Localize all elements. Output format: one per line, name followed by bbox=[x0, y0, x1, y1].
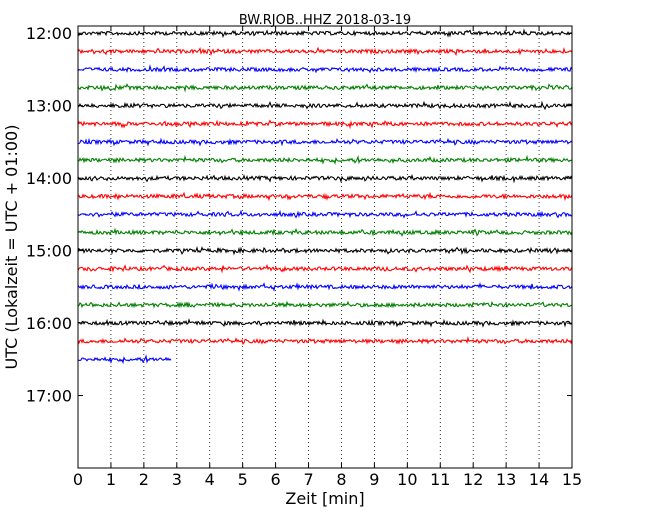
x-tick-label: 0 bbox=[73, 470, 83, 489]
seismogram-trace bbox=[77, 173, 573, 184]
seismogram-trace bbox=[77, 245, 573, 256]
x-tick-label: 15 bbox=[562, 470, 582, 489]
seismogram-trace bbox=[77, 46, 573, 57]
seismogram-trace bbox=[77, 227, 573, 237]
seismogram-trace bbox=[77, 300, 573, 309]
chart-title: BW.RJOB..HHZ 2018-03-19 bbox=[239, 13, 411, 28]
x-tick-label: 3 bbox=[172, 470, 182, 489]
x-tick-label: 4 bbox=[205, 470, 215, 489]
seismogram-trace bbox=[77, 154, 573, 165]
seismogram-trace bbox=[77, 209, 573, 219]
tick-layer: 0 1 2 3 4 5 6 7 8 9 10 11 12 13 14 1512:0013:0014:0015:… bbox=[26, 24, 582, 489]
y-tick-label: 15:00 bbox=[26, 242, 72, 261]
x-tick-label: 8 bbox=[336, 470, 346, 489]
seismogram-trace bbox=[77, 191, 573, 202]
grid-layer bbox=[110, 26, 540, 468]
seismogram-trace bbox=[77, 354, 172, 365]
y-tick-label: 14:00 bbox=[26, 169, 72, 188]
y-tick-label: 12:00 bbox=[26, 24, 72, 43]
seismogram-trace bbox=[77, 282, 573, 292]
x-tick-label: 2 bbox=[139, 470, 149, 489]
x-tick-label: 9 bbox=[369, 470, 379, 489]
x-tick-label: 10 bbox=[397, 470, 417, 489]
x-tick-label: 14 bbox=[529, 470, 549, 489]
seismogram-trace bbox=[77, 336, 573, 346]
x-tick-label: 7 bbox=[303, 470, 313, 489]
seismogram-trace bbox=[77, 119, 573, 130]
seismogram-trace bbox=[77, 318, 573, 328]
x-tick-label: 11 bbox=[430, 470, 450, 489]
seismogram-trace bbox=[77, 137, 573, 147]
seismogram-trace bbox=[77, 83, 573, 93]
x-tick-label: 12 bbox=[463, 470, 483, 489]
x-tick-label: 5 bbox=[238, 470, 248, 489]
x-tick-label: 6 bbox=[271, 470, 281, 489]
y-axis-label: UTC (Lokalzeit = UTC + 01:00) bbox=[2, 125, 21, 370]
plot-frame bbox=[77, 25, 573, 469]
x-axis-label: Zeit [min] bbox=[285, 489, 364, 508]
x-tick-label: 13 bbox=[496, 470, 516, 489]
y-tick-label: 16:00 bbox=[26, 314, 72, 333]
seismogram-trace bbox=[77, 28, 573, 38]
seismogram-trace bbox=[77, 64, 573, 74]
y-tick-label: 13:00 bbox=[26, 97, 72, 116]
x-tick-label: 1 bbox=[106, 470, 116, 489]
seismogram-trace bbox=[77, 100, 573, 111]
trace-layer bbox=[77, 28, 573, 365]
y-tick-label: 17:00 bbox=[26, 387, 72, 406]
seismogram-trace bbox=[77, 263, 573, 274]
